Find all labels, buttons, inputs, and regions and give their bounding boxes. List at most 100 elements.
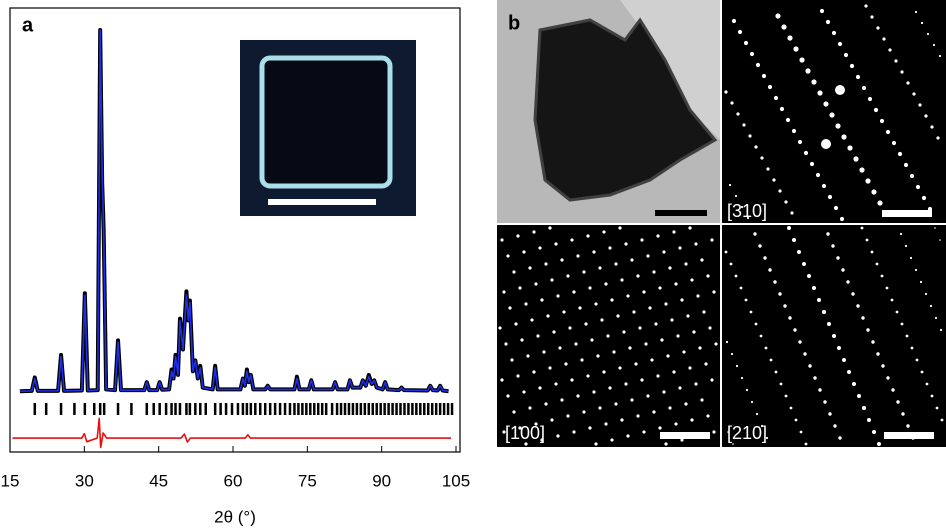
- x-tick-label: 30: [75, 471, 94, 490]
- diffraction-spot: [700, 398, 704, 402]
- diffraction-spot: [837, 41, 843, 47]
- diffraction-spot: [614, 262, 618, 266]
- diffraction-spot: [891, 140, 897, 146]
- diffraction-spot: [560, 398, 564, 402]
- diffraction-spot: [600, 318, 604, 322]
- diffraction-spot: [910, 346, 914, 350]
- scale-bar: [882, 210, 932, 217]
- diffraction-spot: [861, 85, 867, 91]
- diffraction-spot: [710, 238, 714, 242]
- diffraction-spot: [766, 167, 770, 171]
- diffraction-spot: [881, 364, 885, 368]
- diffraction-spot: [769, 358, 773, 362]
- series-line: [19, 29, 449, 393]
- diffraction-spot: [896, 400, 900, 404]
- zone-label: [310]: [727, 201, 767, 221]
- diffraction-spot: [772, 178, 776, 182]
- diffraction-spot: [794, 418, 798, 422]
- diffraction-spot: [729, 262, 733, 266]
- diffraction-spot: [929, 304, 933, 308]
- diffraction-spot: [743, 40, 749, 46]
- x-tick-label: 15: [1, 471, 20, 490]
- diffraction-spot: [712, 290, 716, 294]
- diffraction-spot: [534, 282, 538, 286]
- diffraction-spot: [882, 37, 886, 41]
- diffraction-spot: [650, 358, 654, 362]
- diffraction-spot: [554, 242, 558, 246]
- diffraction-spot: [823, 101, 829, 107]
- diffraction-spot: [548, 226, 552, 230]
- diffraction-spot: [694, 242, 698, 246]
- diffraction-spot: [765, 436, 769, 440]
- diffraction-spot: [656, 374, 660, 378]
- diffraction-spot: [832, 334, 836, 338]
- diffraction-spot: [758, 244, 762, 248]
- diffraction-spot: [912, 92, 916, 96]
- diffraction-spot: [690, 278, 694, 282]
- diffraction-spot: [714, 342, 718, 346]
- diffraction-spot: [808, 364, 812, 368]
- diffraction-spot: [594, 442, 598, 446]
- diffraction-spot: [602, 230, 606, 234]
- diffraction-spot: [642, 290, 646, 294]
- diffraction-spot: [582, 410, 586, 414]
- diffraction-spot: [905, 334, 909, 338]
- diffraction-spot: [610, 298, 614, 302]
- diffraction-spot: [576, 254, 580, 258]
- diffraction-spot: [763, 256, 767, 260]
- diffraction-spot: [534, 422, 538, 426]
- scale-bar: [884, 432, 934, 439]
- diffraction-spot: [506, 254, 510, 258]
- diffraction-spot: [924, 114, 928, 118]
- diffraction-spot: [773, 280, 777, 284]
- diffraction-spot: [920, 21, 924, 25]
- diffraction-spot: [512, 410, 516, 414]
- diffraction-spot: [871, 189, 877, 195]
- diffraction-spot: [886, 376, 890, 380]
- diffraction-spot: [588, 286, 592, 290]
- diffraction-spot: [768, 268, 772, 272]
- diffraction-spot: [748, 134, 752, 138]
- diffraction-spot: [584, 322, 588, 326]
- diffraction-spot: [895, 310, 899, 314]
- diffraction-spot: [891, 388, 895, 392]
- plot-frame: [9, 7, 461, 453]
- diffraction-spot: [813, 376, 817, 380]
- diffraction-spot: [867, 96, 873, 102]
- diffraction-spot: [648, 306, 652, 310]
- diffraction-spot: [594, 302, 598, 306]
- diffraction-spot: [755, 412, 759, 416]
- diffraction-spot: [706, 274, 710, 278]
- diffraction-spot: [926, 32, 930, 36]
- diffraction-spot: [510, 358, 514, 362]
- diffraction-spot: [827, 194, 833, 200]
- diffraction-spot: [572, 430, 576, 434]
- diffraction-spot: [660, 338, 664, 342]
- diffraction-spot: [590, 338, 594, 342]
- diffraction-spot: [879, 118, 885, 124]
- diffraction-spot: [803, 150, 809, 156]
- diffraction-spot: [871, 340, 875, 344]
- diffraction-spot: [642, 430, 646, 434]
- diffraction-spot: [822, 310, 826, 314]
- diffraction-spot: [749, 51, 755, 57]
- diffraction-spot: [839, 216, 845, 222]
- diffraction-spot: [793, 46, 799, 52]
- diffraction-spot: [746, 216, 750, 220]
- diffraction-spot: [903, 162, 909, 168]
- diffraction-spot: [688, 366, 692, 370]
- diffraction-spot: [784, 200, 788, 204]
- x-tick-label: 60: [224, 471, 243, 490]
- diffraction-spot: [823, 400, 827, 404]
- diffraction-spot: [811, 79, 817, 85]
- x-tick-label: 105: [442, 471, 470, 490]
- diffraction-spot: [833, 205, 839, 211]
- diffraction-spot: [778, 189, 782, 193]
- diffraction-spot: [516, 234, 520, 238]
- diffraction-spot: [552, 330, 556, 334]
- diffraction-spot: [654, 322, 658, 326]
- diffraction-spot: [774, 370, 778, 374]
- diffraction-spot: [730, 101, 734, 105]
- diffraction-spot: [934, 227, 936, 229]
- diffraction-spot: [542, 350, 546, 354]
